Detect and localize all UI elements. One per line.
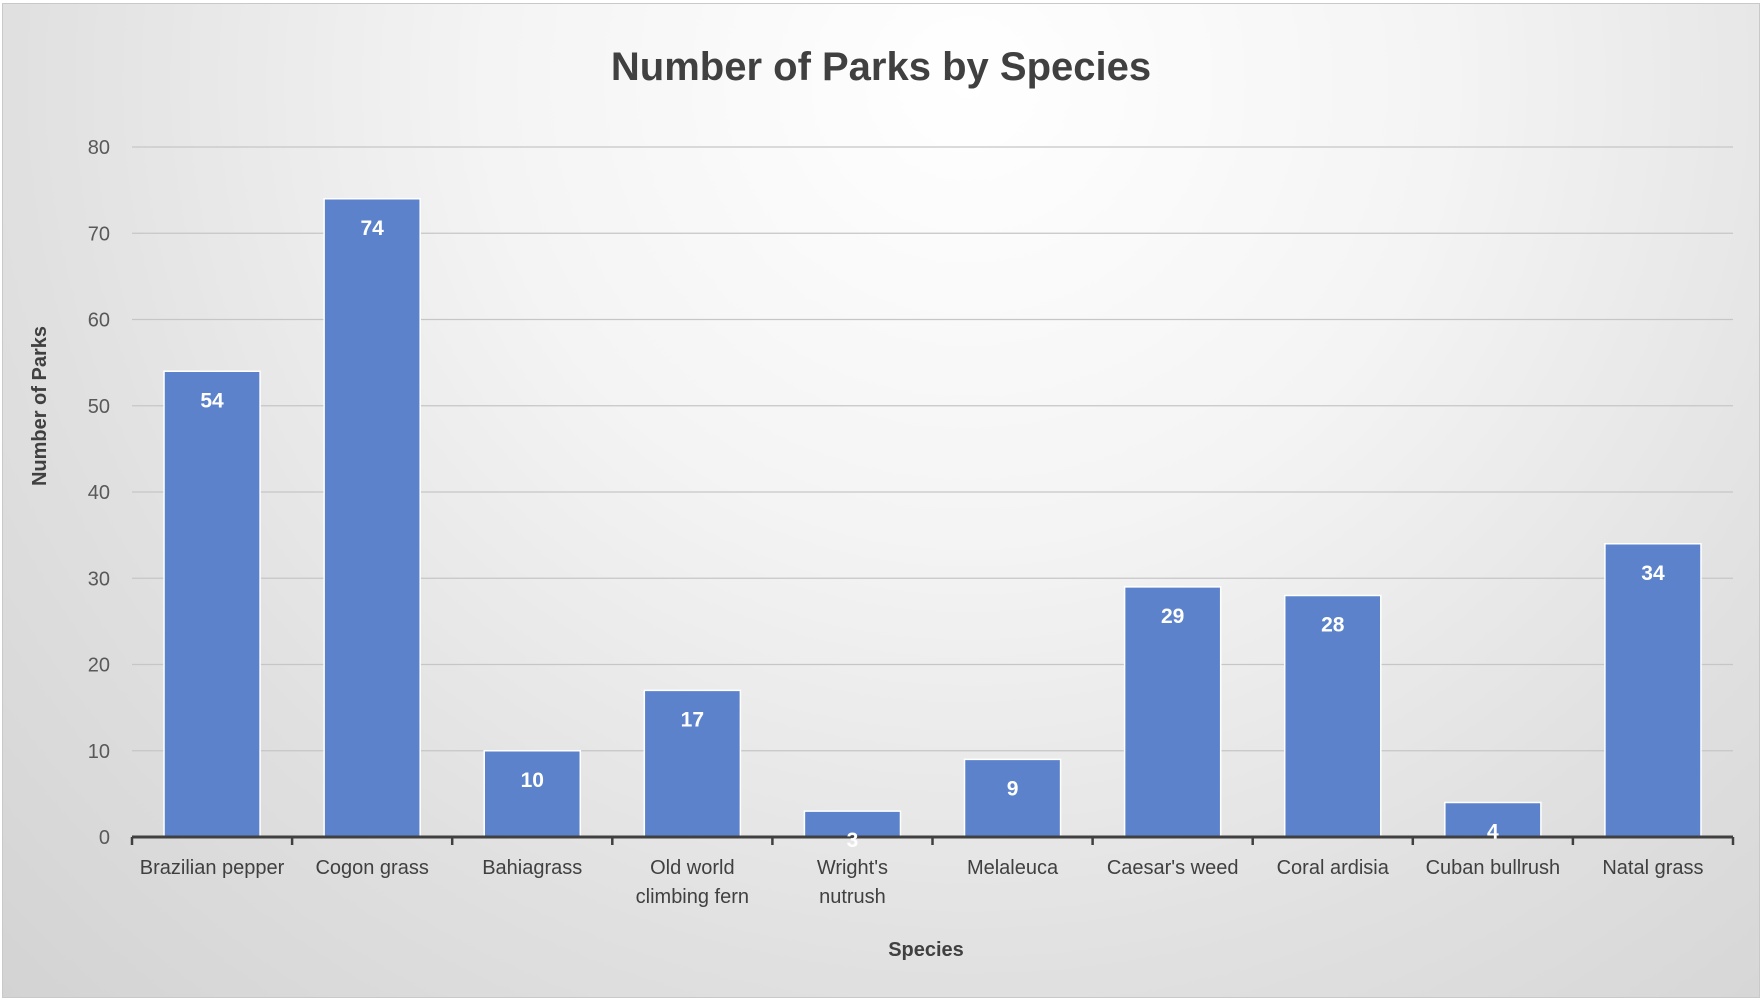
data-label: 3	[847, 829, 859, 852]
x-category-label: Old world	[650, 857, 734, 879]
bar	[163, 370, 261, 838]
bar	[1123, 586, 1222, 838]
y-tick-label: 20	[88, 655, 110, 677]
x-category-label: nutrush	[819, 886, 886, 908]
x-category-label: Wright's	[817, 857, 888, 879]
x-category-label: Cogon grass	[315, 857, 428, 879]
data-label: 54	[200, 389, 224, 412]
data-label: 34	[1641, 562, 1665, 585]
data-label: 17	[681, 708, 704, 731]
bar	[1444, 801, 1542, 838]
data-label: 29	[1161, 605, 1184, 628]
y-axis-title: Number of Parks	[29, 326, 51, 486]
bar	[803, 810, 902, 838]
x-category-label: Cuban bullrush	[1426, 857, 1561, 879]
data-label: 28	[1321, 614, 1345, 637]
bar	[643, 689, 742, 838]
x-category-label: Caesar's weed	[1107, 857, 1239, 879]
x-category-label: Natal grass	[1602, 857, 1703, 879]
data-labels: 54 74 10 17 3 9 29 28 4 34	[200, 217, 1665, 852]
y-tick-label: 0	[99, 827, 110, 849]
x-category-label: climbing fern	[636, 886, 749, 908]
bars	[163, 198, 1702, 838]
bar	[963, 758, 1062, 838]
x-category-label: Coral ardisia	[1277, 857, 1390, 879]
y-tick-label: 70	[88, 223, 110, 245]
x-axis-title: Species	[888, 939, 964, 961]
bar	[323, 198, 421, 838]
y-tick-label: 40	[88, 482, 110, 504]
x-category-label: Melaleuca	[967, 857, 1059, 879]
bar	[1283, 594, 1382, 838]
x-category-label: Bahiagrass	[482, 857, 582, 879]
x-axis-category-labels: Brazilian pepper Cogon grass Bahiagrass Old…	[140, 857, 1704, 908]
y-tick-label: 50	[88, 396, 110, 418]
bar	[1604, 543, 1702, 838]
bar	[483, 750, 582, 838]
y-tick-label: 30	[88, 568, 110, 590]
y-tick-label: 10	[88, 741, 110, 763]
y-axis-tick-labels: 0 10 20 30 40 50 60 70 80	[88, 137, 110, 849]
x-axis	[130, 835, 1735, 845]
data-label: 10	[521, 769, 544, 792]
y-tick-label: 60	[88, 310, 110, 332]
y-tick-label: 80	[88, 137, 110, 159]
data-label: 9	[1007, 777, 1019, 800]
data-label: 4	[1487, 821, 1499, 844]
data-label: 74	[360, 217, 384, 240]
x-category-label: Brazilian pepper	[140, 857, 285, 879]
chart-title: Number of Parks by Species	[611, 45, 1151, 89]
